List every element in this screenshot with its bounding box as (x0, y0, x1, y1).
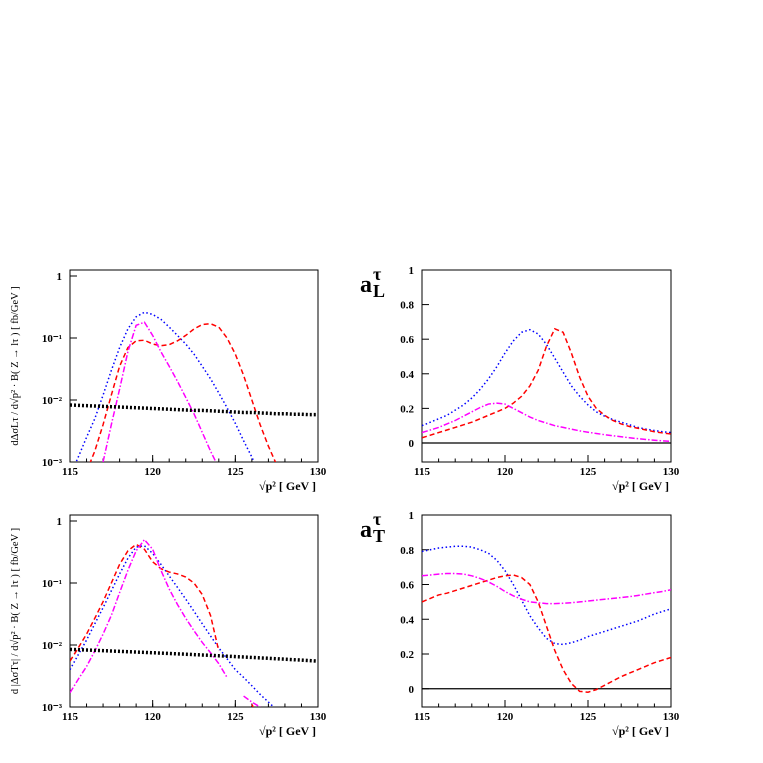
y-tick-label: 0.2 (400, 403, 414, 415)
y-tick-label: 0.8 (400, 545, 414, 557)
y-tick-label: 0.6 (400, 334, 414, 346)
series-line (422, 545, 671, 646)
y-tick-label: 10⁻² (42, 640, 63, 652)
panel: 115 120 125 130 10⁻³ 10⁻² 10⁻¹ 1 √p² [ GeV ] dΔσL… (9, 269, 327, 493)
plot-frame (69, 514, 319, 708)
x-tick-label: 115 (414, 466, 430, 478)
series-line (422, 572, 671, 605)
panel: 115 120 125 130 10⁻³ 10⁻² 10⁻¹ 1 √p² [ GeV ] d |Δ… (9, 514, 327, 738)
panel: 115 120 125 130 0 0.2 0.4 0.6 0.8 1 √p² [ GeV ] a τL (360, 264, 680, 493)
y-tick-label: 10⁻² (42, 395, 63, 407)
y-axis-label: a (360, 517, 372, 543)
y-tick-label: 1 (409, 510, 415, 522)
x-tick-label: 120 (497, 711, 514, 723)
y-axis-label-sub: L (373, 281, 385, 301)
x-axis-label: √p² [ GeV ] (612, 724, 669, 738)
x-axis-label: √p² [ GeV ] (612, 479, 669, 493)
x-axis-label: √p² [ GeV ] (259, 479, 316, 493)
x-tick-label: 130 (310, 466, 327, 478)
series-line (70, 544, 275, 707)
x-tick-label: 130 (663, 711, 680, 723)
y-tick-label: 10⁻¹ (42, 578, 62, 590)
y-tick-label: 0.8 (400, 300, 414, 312)
y-tick-label: 1 (409, 265, 415, 277)
x-tick-label: 115 (62, 466, 78, 478)
series-line (70, 543, 255, 707)
series-line (422, 328, 671, 434)
x-tick-label: 115 (414, 711, 430, 723)
x-axis-label: √p² [ GeV ] (259, 724, 316, 738)
plot-frame (421, 514, 672, 708)
plot-frame (69, 269, 319, 463)
series-line (422, 327, 671, 439)
x-tick-label: 120 (144, 466, 161, 478)
y-tick-label: 10⁻³ (42, 457, 63, 469)
panel: 115 120 125 130 0 0.2 0.4 0.6 0.8 1 √p² [ GeV ] a τT (360, 509, 680, 738)
series-line (422, 574, 671, 693)
x-tick-label: 130 (310, 711, 327, 723)
series-line (102, 321, 217, 462)
series-line (70, 538, 261, 707)
y-axis-label-sup: τ (373, 509, 382, 529)
x-tick-label: 115 (62, 711, 78, 723)
y-axis-label: a (360, 272, 372, 298)
y-axis-label: dΔσLτ / d√p² · B( Z → lτ ) [ fb/GeV ] (9, 286, 21, 445)
y-tick-label: 0.4 (400, 614, 414, 626)
y-tick-label: 0.6 (400, 580, 414, 592)
x-tick-label: 125 (580, 711, 597, 723)
y-tick-label: 10⁻¹ (42, 333, 62, 345)
x-tick-label: 120 (144, 711, 161, 723)
series-line (70, 647, 318, 663)
y-tick-label: 0.4 (400, 369, 414, 381)
y-axis-label-sub: T (373, 526, 385, 546)
series-line (422, 402, 671, 443)
x-tick-label: 120 (497, 466, 514, 478)
y-axis-label: d |ΔσTτ| / d√p² · B( Z → lτ ) [ fb/GeV ] (9, 528, 21, 694)
y-tick-label: 10⁻³ (42, 702, 63, 714)
y-tick-label: 1 (57, 271, 63, 283)
y-tick-label: 0 (409, 438, 415, 450)
series-line (70, 403, 318, 417)
plot-frame (421, 269, 672, 463)
series-line (89, 322, 277, 462)
y-tick-label: 1 (57, 516, 63, 528)
x-tick-label: 125 (227, 466, 244, 478)
y-tick-label: 0 (409, 684, 415, 696)
series-line (75, 311, 255, 462)
x-tick-label: 125 (580, 466, 597, 478)
x-tick-label: 125 (227, 711, 244, 723)
y-tick-label: 0.2 (400, 649, 414, 661)
x-tick-label: 130 (663, 466, 680, 478)
y-axis-label-sup: τ (373, 264, 382, 284)
